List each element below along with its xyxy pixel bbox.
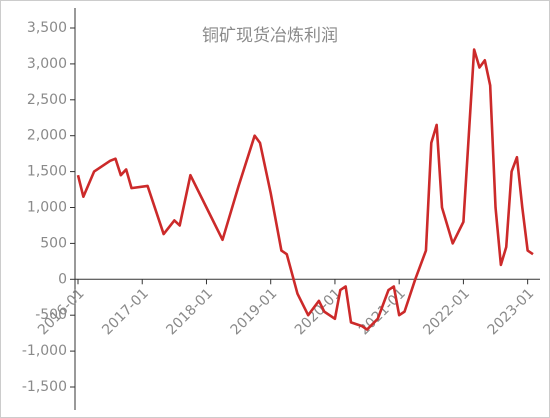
y-tick-label: 1,000 [27,200,67,216]
y-tick-label: -1,500 [22,379,67,395]
x-tick-label: 2019-01 [228,286,281,339]
y-tick-label: 0 [58,271,67,287]
series-line [76,48,534,331]
x-tick-label: 2017-01 [99,286,152,339]
x-tick-label: 2022-01 [420,286,473,339]
x-tick-label: 2021-01 [356,286,409,339]
y-tick-label: 500 [40,235,67,251]
y-tick-label: 1,500 [27,164,67,180]
y-tick-label: 2,000 [27,128,67,144]
y-tick-label: -1,000 [22,343,67,359]
y-tick-label: 2,500 [27,92,67,108]
x-tick-label: 2023-01 [485,286,538,339]
y-tick-label: 3,500 [27,20,67,36]
chart-title: 铜矿现货冶炼利润 [202,26,338,46]
y-tick-label: -500 [35,307,67,323]
y-tick-label: 3,000 [27,56,67,72]
x-tick-label: 2018-01 [163,286,216,339]
